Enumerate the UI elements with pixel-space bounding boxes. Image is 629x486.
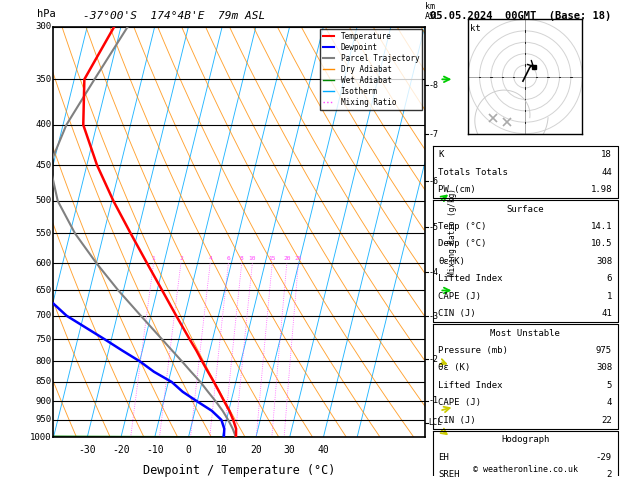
Text: 8: 8 (240, 256, 243, 261)
Text: hPa: hPa (36, 9, 55, 18)
Text: 15: 15 (269, 256, 276, 261)
Text: Dewpoint / Temperature (°C): Dewpoint / Temperature (°C) (143, 464, 335, 477)
Text: 10: 10 (248, 256, 256, 261)
Text: 0: 0 (186, 445, 191, 455)
Text: 600: 600 (35, 259, 52, 268)
Text: CAPE (J): CAPE (J) (438, 399, 481, 407)
Text: 2: 2 (179, 256, 183, 261)
Text: 5: 5 (606, 381, 612, 390)
Text: -6: -6 (428, 177, 438, 186)
Text: 30: 30 (284, 445, 296, 455)
Text: 975: 975 (596, 346, 612, 355)
Text: Totals Totals: Totals Totals (438, 168, 508, 176)
Text: Lifted Index: Lifted Index (438, 274, 503, 283)
Text: 1.98: 1.98 (591, 185, 612, 194)
Text: 4: 4 (606, 399, 612, 407)
Text: 1000: 1000 (30, 433, 52, 442)
Text: 800: 800 (35, 357, 52, 366)
Text: Pressure (mb): Pressure (mb) (438, 346, 508, 355)
Text: 05.05.2024  00GMT  (Base: 18): 05.05.2024 00GMT (Base: 18) (430, 11, 611, 21)
Text: 308: 308 (596, 364, 612, 372)
Text: -10: -10 (146, 445, 164, 455)
Text: 950: 950 (35, 416, 52, 424)
Text: 14.1: 14.1 (591, 222, 612, 231)
Text: EH: EH (438, 452, 449, 462)
Text: Hodograph: Hodograph (501, 435, 549, 444)
Text: 4: 4 (208, 256, 212, 261)
Text: -4: -4 (428, 268, 438, 277)
Text: LCL: LCL (428, 418, 442, 427)
Text: CIN (J): CIN (J) (438, 416, 476, 425)
Text: 20: 20 (250, 445, 262, 455)
Text: Lifted Index: Lifted Index (438, 381, 503, 390)
Text: -8: -8 (428, 81, 438, 89)
Text: -7: -7 (428, 130, 438, 139)
Text: © weatheronline.co.uk: © weatheronline.co.uk (473, 465, 577, 473)
Text: 850: 850 (35, 378, 52, 386)
Text: Temp (°C): Temp (°C) (438, 222, 487, 231)
Text: -2: -2 (428, 355, 438, 364)
Text: θε(K): θε(K) (438, 257, 465, 266)
Text: Surface: Surface (506, 205, 544, 213)
Text: 750: 750 (35, 335, 52, 344)
Text: -3: -3 (428, 312, 438, 321)
Text: 10.5: 10.5 (591, 240, 612, 248)
Text: θε (K): θε (K) (438, 364, 470, 372)
Text: 308: 308 (596, 257, 612, 266)
Text: 22: 22 (601, 416, 612, 425)
Text: 700: 700 (35, 311, 52, 320)
Text: Most Unstable: Most Unstable (490, 329, 560, 338)
Text: CAPE (J): CAPE (J) (438, 292, 481, 301)
Text: 400: 400 (35, 121, 52, 129)
Text: -30: -30 (79, 445, 96, 455)
Text: 350: 350 (35, 75, 52, 84)
Text: K: K (438, 150, 444, 159)
Text: 6: 6 (606, 274, 612, 283)
Text: 20: 20 (283, 256, 291, 261)
Text: PW (cm): PW (cm) (438, 185, 476, 194)
Text: 1: 1 (152, 256, 155, 261)
Text: -5: -5 (428, 223, 438, 232)
Text: -20: -20 (112, 445, 130, 455)
Text: -29: -29 (596, 452, 612, 462)
Text: 41: 41 (601, 309, 612, 318)
Text: km
ASL: km ASL (425, 2, 440, 20)
Text: -37°00'S  174°4B'E  79m ASL: -37°00'S 174°4B'E 79m ASL (83, 11, 265, 20)
Text: SREH: SREH (438, 470, 460, 479)
Text: 900: 900 (35, 397, 52, 406)
Text: 650: 650 (35, 286, 52, 295)
Text: 10: 10 (216, 445, 228, 455)
Text: 2: 2 (606, 470, 612, 479)
Text: 18: 18 (601, 150, 612, 159)
Text: 44: 44 (601, 168, 612, 176)
Text: 40: 40 (318, 445, 329, 455)
Legend: Temperature, Dewpoint, Parcel Trajectory, Dry Adiabat, Wet Adiabat, Isotherm, Mi: Temperature, Dewpoint, Parcel Trajectory… (320, 29, 422, 109)
Text: Dewp (°C): Dewp (°C) (438, 240, 487, 248)
Text: 6: 6 (226, 256, 230, 261)
Text: 500: 500 (35, 196, 52, 206)
Text: 300: 300 (35, 22, 52, 31)
Text: 1: 1 (606, 292, 612, 301)
Text: -1: -1 (428, 396, 438, 405)
Text: 25: 25 (294, 256, 302, 261)
Text: kt: kt (470, 24, 481, 33)
Text: CIN (J): CIN (J) (438, 309, 476, 318)
Text: Mixing Ratio (g/kg): Mixing Ratio (g/kg) (448, 188, 457, 276)
Text: 550: 550 (35, 229, 52, 238)
Text: 450: 450 (35, 160, 52, 170)
